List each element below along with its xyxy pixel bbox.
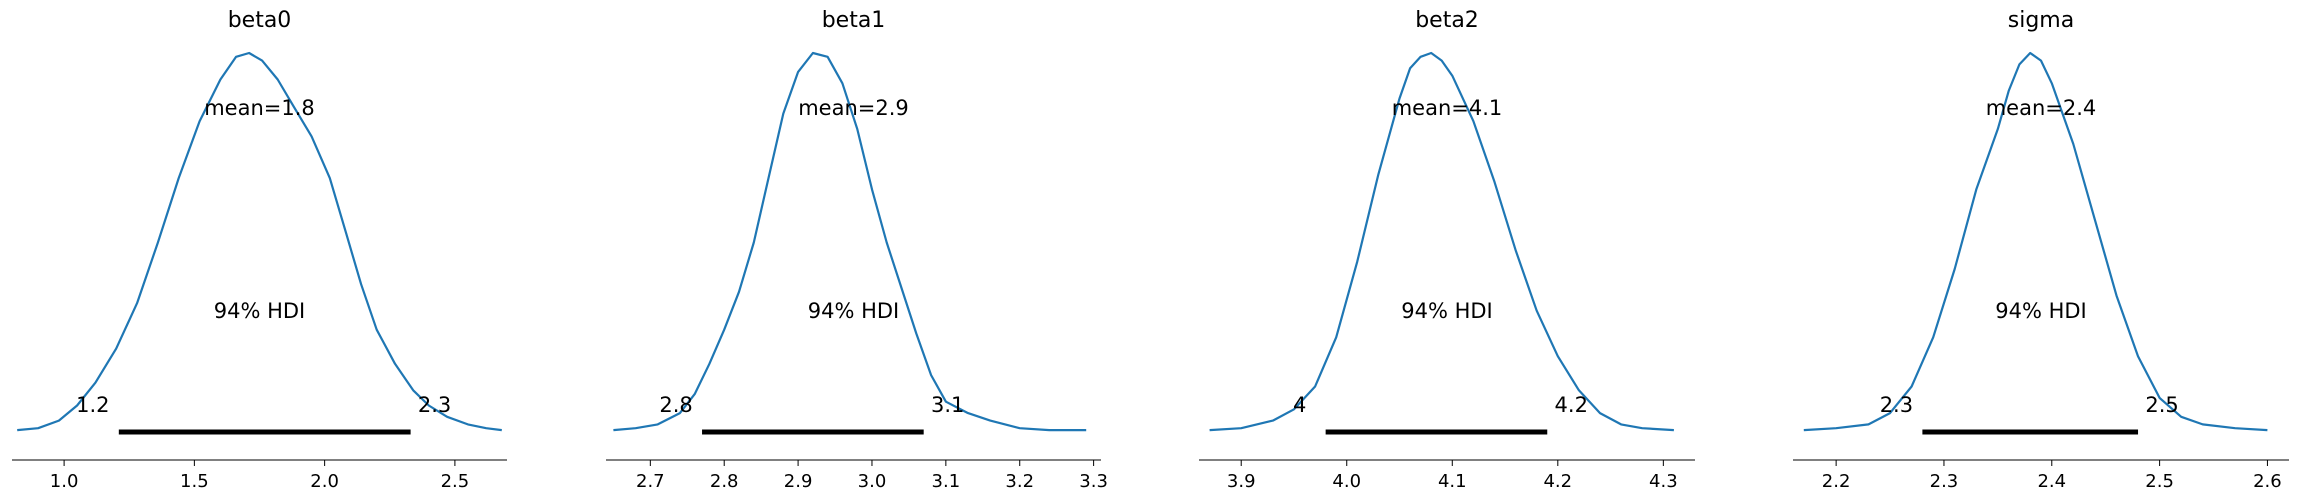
x-tick-label: 3.1 [932,471,961,492]
hdi-label: 94% HDI [1995,299,2087,323]
panel-title: beta2 [1415,8,1479,33]
x-tick-label: 2.0 [310,471,339,492]
x-tick-label: 2.8 [710,471,739,492]
x-tick-label: 2.2 [1822,471,1851,492]
mean-label: mean=1.8 [204,96,315,120]
density-curve [613,51,1087,432]
x-tick-label: 2.7 [636,471,665,492]
x-tick-label: 2.6 [2253,471,2282,492]
panel-title: sigma [2008,8,2074,33]
hdi-upper-label: 4.2 [1555,393,1588,417]
hdi-lower-label: 1.2 [76,393,109,417]
hdi-lower-label: 2.3 [1880,393,1913,417]
mean-label: mean=2.4 [1986,96,2097,120]
x-tick-label: 2.3 [1930,471,1959,492]
x-tick-label: 3.3 [1079,471,1108,492]
hdi-lower-label: 4 [1293,393,1306,417]
panel-title: beta1 [822,8,886,33]
mean-label: mean=4.1 [1392,96,1503,120]
x-tick-label: 1.5 [180,471,209,492]
hdi-upper-label: 2.5 [2145,393,2178,417]
x-tick-label: 2.5 [441,471,470,492]
x-tick-label: 4.1 [1438,471,1467,492]
hdi-label: 94% HDI [214,299,306,323]
density-curve [1803,51,2268,432]
x-tick-label: 2.9 [784,471,813,492]
x-tick-label: 1.0 [50,471,79,492]
density-curve [17,51,502,432]
density-curve [1209,51,1674,432]
x-tick-label: 4.0 [1332,471,1361,492]
hdi-label: 94% HDI [1401,299,1493,323]
hdi-upper-label: 3.1 [931,393,964,417]
hdi-label: 94% HDI [808,299,900,323]
panel-title: beta0 [228,8,292,33]
x-tick-label: 3.0 [858,471,887,492]
x-tick-label: 4.2 [1543,471,1572,492]
hdi-upper-label: 2.3 [418,393,451,417]
x-tick-label: 4.3 [1649,471,1678,492]
x-tick-label: 2.4 [2037,471,2066,492]
x-tick-label: 3.2 [1005,471,1034,492]
mean-label: mean=2.9 [798,96,909,120]
x-tick-label: 3.9 [1227,471,1256,492]
x-tick-label: 2.5 [2145,471,2174,492]
hdi-lower-label: 2.8 [659,393,692,417]
